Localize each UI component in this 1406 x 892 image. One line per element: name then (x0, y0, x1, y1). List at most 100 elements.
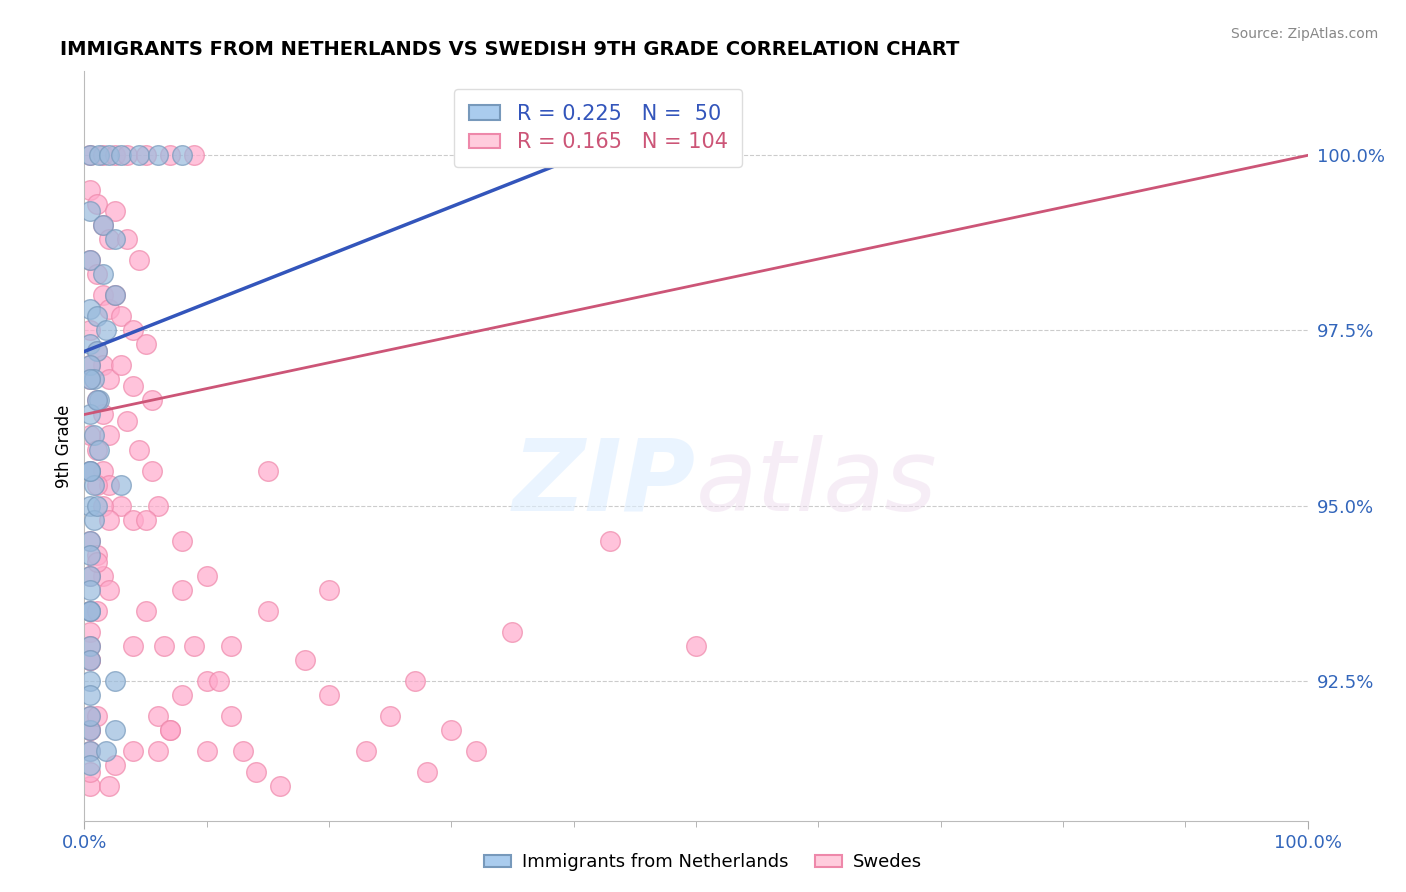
Point (79, 463, 101, 477)
Point (96, 323, 118, 337)
Point (257, 463, 280, 477)
Point (232, 743, 254, 757)
Point (354, 743, 377, 757)
Point (79, 743, 101, 757)
Point (79, 603, 101, 617)
Point (128, 148, 150, 162)
Point (86, 344, 108, 359)
Point (79, 603, 101, 617)
Point (79, 548, 101, 562)
Point (122, 512, 145, 526)
Point (79, 323, 101, 337)
Point (86, 708, 108, 723)
Point (79, 533, 101, 548)
Point (135, 148, 157, 162)
Y-axis label: 9th Grade: 9th Grade (55, 404, 73, 488)
Point (104, 288, 127, 302)
Point (91, 219, 114, 233)
Point (97, 779, 120, 793)
Point (97, 232, 120, 246)
Point (79, 372, 101, 386)
Point (115, 148, 138, 162)
Point (110, 310, 132, 324)
Legend: R = 0.225   N =  50, R = 0.165   N = 104: R = 0.225 N = 50, R = 0.165 N = 104 (454, 89, 742, 167)
Point (79, 723, 101, 737)
Point (172, 688, 194, 702)
Point (380, 708, 402, 723)
Point (79, 463, 101, 477)
Point (79, 779, 101, 793)
Point (97, 428, 120, 442)
Point (146, 708, 169, 723)
Point (79, 603, 101, 617)
Point (104, 232, 127, 246)
Point (79, 743, 101, 757)
Point (91, 408, 114, 422)
Point (219, 639, 242, 653)
Point (122, 639, 145, 653)
Point (183, 639, 205, 653)
Point (110, 359, 132, 373)
Point (257, 603, 280, 617)
Point (79, 568, 101, 582)
Point (159, 723, 181, 737)
Point (685, 639, 707, 653)
Point (172, 582, 194, 597)
Point (104, 757, 127, 772)
Point (97, 302, 120, 317)
Point (79, 372, 101, 386)
Point (79, 639, 101, 653)
Point (269, 779, 291, 793)
Text: ZIP: ZIP (513, 435, 696, 532)
Point (294, 652, 316, 666)
Point (87, 442, 110, 457)
Point (122, 379, 145, 393)
Point (159, 148, 181, 162)
Point (86, 310, 108, 324)
Point (86, 393, 108, 408)
Point (91, 359, 114, 373)
Point (318, 688, 340, 702)
Point (79, 428, 101, 442)
Point (79, 764, 101, 779)
Point (79, 652, 101, 666)
Point (86, 555, 108, 569)
Point (79, 688, 101, 702)
Point (245, 764, 267, 779)
Text: IMMIGRANTS FROM NETHERLANDS VS SWEDISH 9TH GRADE CORRELATION CHART: IMMIGRANTS FROM NETHERLANDS VS SWEDISH 9… (60, 39, 959, 59)
Point (91, 288, 114, 302)
Point (79, 723, 101, 737)
Point (146, 499, 169, 513)
Point (104, 148, 127, 162)
Point (86, 344, 108, 359)
Point (146, 148, 169, 162)
Point (79, 673, 101, 688)
Point (79, 253, 101, 268)
Point (110, 499, 132, 513)
Point (404, 673, 426, 688)
Point (86, 548, 108, 562)
Point (79, 337, 101, 351)
Point (86, 197, 108, 211)
Point (91, 268, 114, 282)
Point (464, 743, 486, 757)
Text: Source: ZipAtlas.com: Source: ZipAtlas.com (1230, 27, 1378, 41)
Point (79, 652, 101, 666)
Point (79, 624, 101, 639)
Point (79, 408, 101, 422)
Point (79, 639, 101, 653)
Point (79, 359, 101, 373)
Point (83, 372, 105, 386)
Point (416, 764, 439, 779)
Point (87, 393, 110, 408)
Point (79, 499, 101, 513)
Point (146, 743, 169, 757)
Point (97, 372, 120, 386)
Point (208, 673, 231, 688)
Point (128, 442, 150, 457)
Point (79, 723, 101, 737)
Point (135, 603, 157, 617)
Point (79, 708, 101, 723)
Point (110, 148, 132, 162)
Point (97, 148, 120, 162)
